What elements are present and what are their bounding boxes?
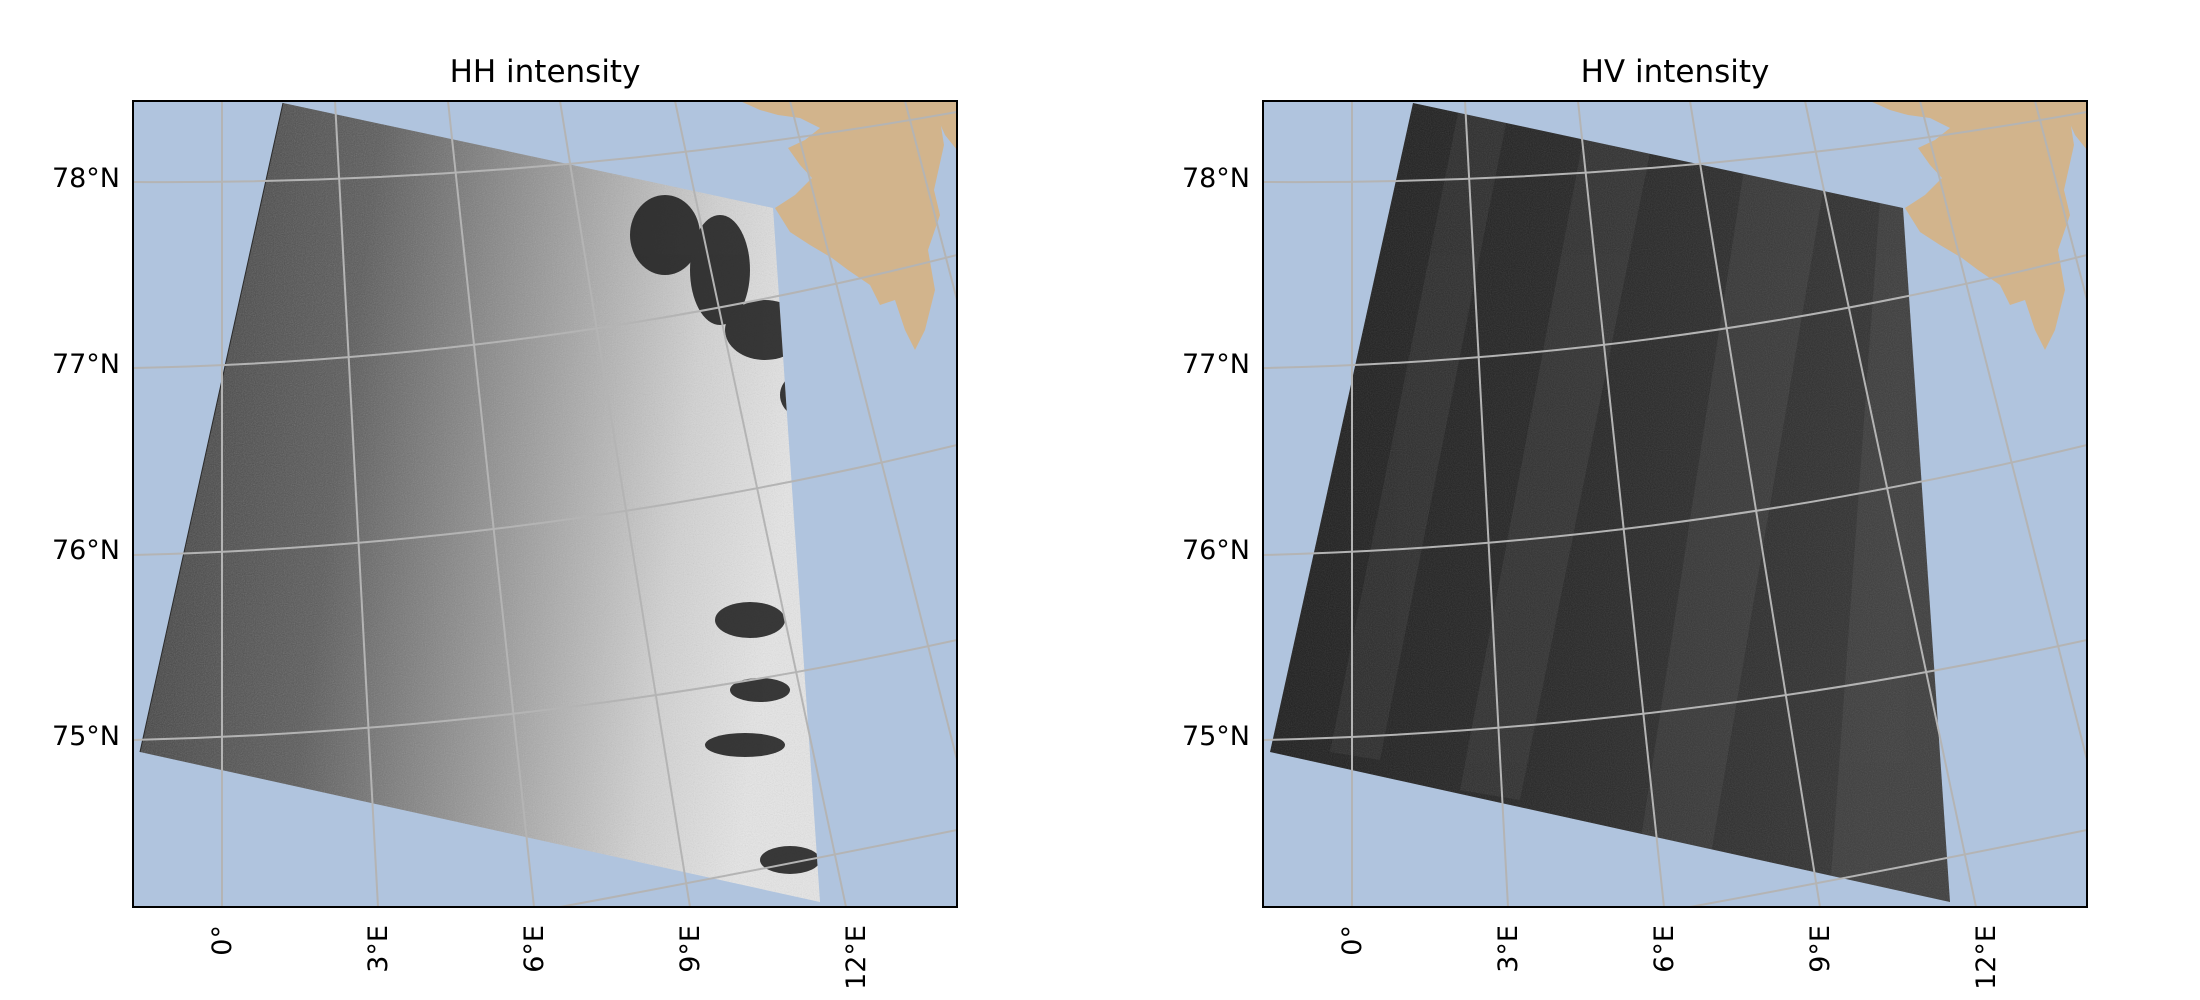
panel-title-hv: HV intensity: [1581, 54, 1770, 90]
lon-label-9e: 9°E: [675, 925, 706, 973]
lon-label-3e: 3°E: [1493, 925, 1524, 973]
map-frame-hh: [132, 100, 958, 908]
lon-label-12e: 12°E: [1971, 925, 2002, 990]
lat-label-77n: 77°N: [52, 349, 120, 380]
graticule: [133, 101, 957, 907]
lat-label-78n: 78°N: [1182, 163, 1250, 194]
lon-labels-hv: 0° 3°E 6°E 9°E 12°E: [1337, 925, 2002, 990]
lat-labels-hh: 78°N 77°N 76°N 75°N: [52, 163, 120, 752]
sar-swath-hv: [1270, 103, 1950, 902]
lon-label-3e: 3°E: [363, 925, 394, 973]
lon-label-6e: 6°E: [1649, 925, 1680, 973]
lon-labels-hh: 0° 3°E 6°E 9°E 12°E: [207, 925, 872, 990]
lon-label-12e: 12°E: [841, 925, 872, 990]
lat-label-75n: 75°N: [52, 721, 120, 752]
lat-labels-hv: 78°N 77°N 76°N 75°N: [1182, 163, 1250, 752]
graticule: [1263, 101, 2087, 907]
map-frame-hv: [1262, 100, 2088, 908]
panel-title-hh: HH intensity: [450, 54, 641, 90]
map-panel-hh: HH intensity: [52, 54, 958, 990]
lat-label-76n: 76°N: [52, 535, 120, 566]
lon-label-9e: 9°E: [1805, 925, 1836, 973]
lat-label-76n: 76°N: [1182, 535, 1250, 566]
lon-label-6e: 6°E: [519, 925, 550, 973]
map-panel-hv: HV intensity: [1182, 54, 2088, 990]
lat-label-78n: 78°N: [52, 163, 120, 194]
lat-label-75n: 75°N: [1182, 721, 1250, 752]
lon-label-0: 0°: [207, 925, 238, 956]
lat-label-77n: 77°N: [1182, 349, 1250, 380]
lon-label-0: 0°: [1337, 925, 1368, 956]
